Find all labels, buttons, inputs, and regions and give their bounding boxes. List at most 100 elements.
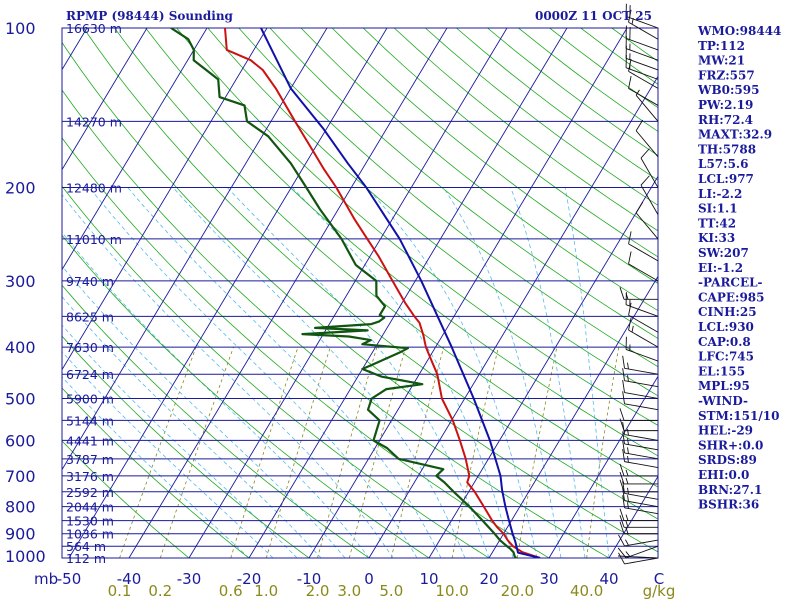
index-line: MAXT:32.9 (698, 128, 772, 142)
isotherm (62, 28, 328, 471)
isotherm (62, 28, 148, 171)
mixing-ratio-unit: g/kg (643, 582, 676, 600)
index-line: LI:-2.2 (698, 187, 742, 201)
temperature-tick-label: -40 (117, 570, 142, 588)
barb-staff (628, 314, 659, 333)
index-line: EL:155 (698, 364, 745, 378)
wind-barb (619, 408, 658, 421)
barb-staff (628, 329, 659, 348)
wind-barb (635, 119, 659, 158)
isotherm (548, 375, 658, 558)
barb-half-feather (635, 89, 640, 96)
surface-barb (617, 555, 659, 559)
index-line: -WIND- (698, 394, 748, 408)
isotherms (62, 28, 658, 558)
barb-half-feather (625, 293, 629, 300)
height-tick-label: 12480 m (66, 181, 122, 196)
mixing-ratio-tick-label: 0.1 (108, 582, 132, 600)
temperature-tick-label: 20 (479, 570, 498, 588)
barb-staff (635, 130, 659, 158)
moist-adiabat (62, 231, 370, 558)
barb-half-feather (625, 521, 629, 528)
index-line: MW:21 (698, 54, 745, 68)
wind-barb (622, 440, 659, 460)
barb-feather (619, 287, 625, 300)
wind-barb (618, 552, 659, 565)
barb-staff (624, 403, 659, 411)
barb-staff (625, 545, 659, 559)
wind-barb (619, 479, 658, 493)
index-line: MPL:95 (698, 379, 750, 393)
pressure-tick-label: 500 (5, 389, 36, 408)
barb-feather (628, 251, 632, 264)
pressure-tick-label: 800 (5, 498, 36, 517)
index-line: BRN:27.1 (698, 483, 762, 497)
pressure-tick-label: 600 (5, 431, 36, 450)
barb-half-feather (625, 527, 629, 534)
index-line: EHI:0.0 (698, 468, 749, 482)
temperature-tick-label: -10 (297, 570, 322, 588)
height-tick-label: 7630 m (66, 340, 114, 355)
barb-feather (618, 552, 625, 565)
height-tick-label: 4441 m (66, 433, 114, 448)
wind-barb (622, 431, 659, 451)
wind-barb (622, 355, 659, 375)
index-line: SW:207 (698, 246, 749, 260)
dry-adiabat (62, 284, 370, 558)
height-tick-label: 6724 m (66, 367, 114, 382)
index-line: -PARCEL- (698, 276, 763, 290)
height-tick-label: 5900 m (66, 391, 114, 406)
mixing-ratio-line (390, 346, 445, 558)
barb-feather (628, 317, 632, 331)
wind-barb (625, 336, 659, 362)
barb-staff (635, 212, 659, 240)
barb-staff (625, 304, 659, 317)
temperature-tick-label: 10 (419, 570, 438, 588)
mixing-ratio-line (230, 346, 299, 558)
mixing-ratio-tick-label: 5.0 (379, 582, 403, 600)
mixing-ratio-tick-label: 0.2 (148, 582, 172, 600)
barb-staff (624, 434, 659, 441)
barb-feather (619, 463, 625, 477)
barb-staff (624, 367, 659, 375)
height-tick-label: 5144 m (66, 413, 114, 428)
wind-barb (640, 175, 659, 215)
mixing-ratio-tick-label: 20.0 (501, 582, 534, 600)
mixing-ratio-tick-label: 3.0 (337, 582, 361, 600)
dry-adiabat (62, 41, 658, 553)
pressure-tick-label: 1000 (5, 547, 46, 566)
barb-staff (624, 557, 659, 565)
wind-barb (622, 379, 659, 399)
wind-barb (635, 201, 659, 240)
barb-feather (622, 391, 625, 404)
height-tick-label: 14270 m (66, 114, 122, 129)
parcel-trace (260, 28, 541, 558)
wind-barb (622, 449, 659, 468)
wind-barb (640, 148, 659, 188)
barb-feather (619, 515, 625, 528)
dry-adiabat (83, 28, 658, 520)
moist-adiabat (62, 193, 394, 558)
pressure-tick-label: 700 (5, 467, 36, 486)
barb-staff (625, 48, 659, 61)
index-line: FRZ:557 (698, 68, 755, 82)
barb-staff (624, 539, 659, 547)
height-tick-label: 9740 m (66, 274, 114, 289)
index-line: SI:1.1 (698, 202, 738, 216)
barb-half-feather (627, 447, 629, 454)
isotherm (62, 28, 268, 371)
barb-staff (625, 37, 659, 51)
isotherm (428, 175, 658, 558)
index-line: LCL:977 (698, 172, 754, 186)
barb-feather (640, 148, 650, 159)
index-line: WB0:595 (697, 83, 759, 97)
isotherm (188, 28, 508, 558)
barb-feather (622, 355, 625, 369)
barb-staff (628, 243, 659, 262)
index-line: TP:112 (698, 39, 745, 53)
barb-feather (635, 119, 644, 132)
wind-barb (622, 488, 659, 508)
barb-feather (635, 201, 644, 214)
mixing-ratio-line (119, 346, 197, 558)
